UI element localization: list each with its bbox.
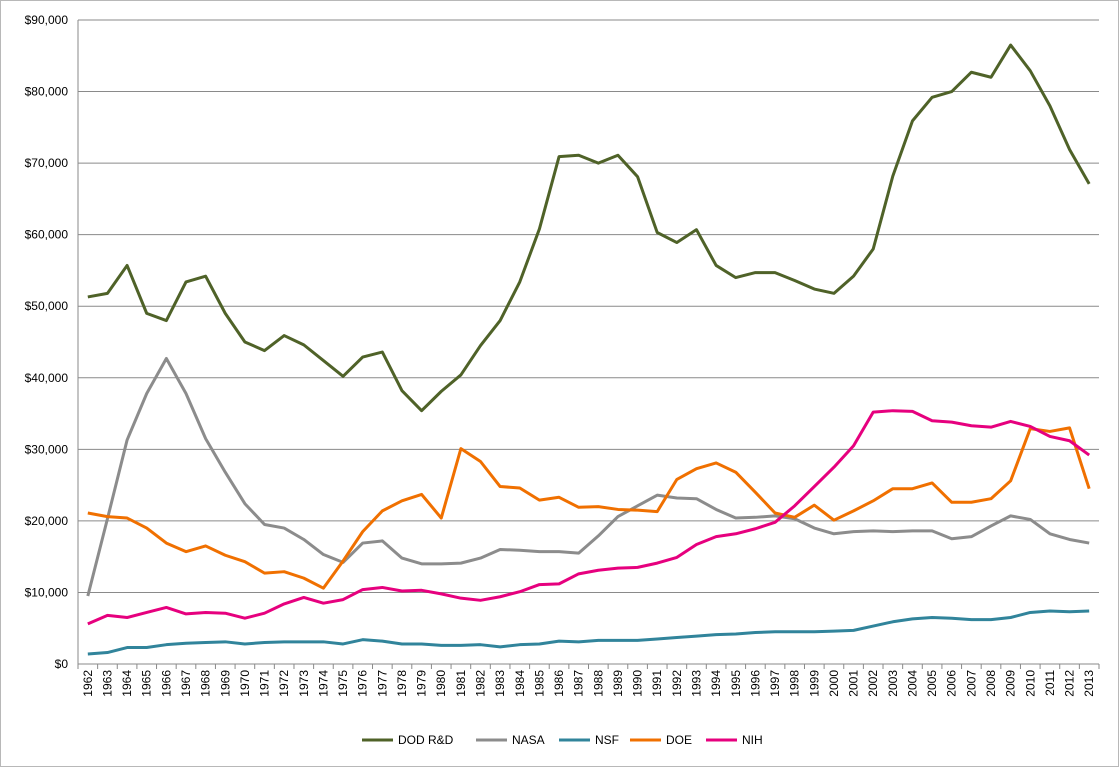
legend-label-nih: NIH <box>742 733 763 747</box>
x-tick-label: 1990 <box>631 670 645 697</box>
x-tick-label: 1980 <box>434 670 448 697</box>
x-tick-label: 1963 <box>100 670 114 697</box>
x-tick-label: 1973 <box>297 670 311 697</box>
x-tick-label: 1992 <box>670 670 684 697</box>
legend-label-dod-r-d: DOD R&D <box>398 733 454 747</box>
x-tick-label: 2001 <box>847 670 861 697</box>
y-tick-label: $70,000 <box>25 156 69 170</box>
y-tick-label: $90,000 <box>25 13 69 27</box>
x-tick-label: 1981 <box>454 670 468 697</box>
x-tick-label: 2006 <box>945 670 959 697</box>
x-tick-label: 1988 <box>591 670 605 697</box>
series-line-nih <box>87 409 1091 626</box>
x-tick-label: 1969 <box>218 670 232 697</box>
x-tick-label: 2003 <box>886 670 900 697</box>
legend-label-nsf: NSF <box>595 733 619 747</box>
x-tick-label: 1994 <box>709 670 723 697</box>
x-tick-label: 2005 <box>925 670 939 697</box>
x-tick-label: 2000 <box>827 670 841 697</box>
y-tick-label: $30,000 <box>25 442 69 456</box>
x-tick-label: 1966 <box>159 670 173 697</box>
x-axis <box>77 20 1100 669</box>
x-tick-label: 2011 <box>1043 670 1057 696</box>
x-tick-label: 1997 <box>768 670 782 697</box>
y-axis-tick-labels: $0 $10,000 $20,000 $30,000 $40,000 $50,000 $60… <box>25 13 69 671</box>
series-lines <box>86 43 1091 656</box>
x-tick-label: 1977 <box>375 670 389 697</box>
x-tick-label: 1968 <box>199 670 213 697</box>
x-tick-label: 1989 <box>611 670 625 697</box>
x-tick-label: 1999 <box>807 670 821 697</box>
x-tick-label: 1979 <box>415 670 429 697</box>
x-tick-label: 1962 <box>81 670 95 697</box>
legend-label-doe: DOE <box>666 733 692 747</box>
x-tick-label: 2007 <box>964 670 978 697</box>
y-tick-label: $50,000 <box>25 299 69 313</box>
y-tick-label: $60,000 <box>25 228 69 242</box>
x-tick-label: 1974 <box>316 670 330 697</box>
y-tick-label: $80,000 <box>25 85 69 99</box>
x-tick-label: 1978 <box>395 670 409 697</box>
x-tick-label: 1993 <box>689 670 703 697</box>
legend-label-nasa: NASA <box>512 733 545 747</box>
x-tick-label: 1985 <box>532 670 546 697</box>
x-tick-label: 2009 <box>1004 670 1018 697</box>
x-tick-label: 2012 <box>1063 670 1077 697</box>
series-line-nsf <box>87 609 1090 656</box>
legend: DOD R&D NASA NSF DOE NIH <box>362 733 763 747</box>
x-tick-label: 1965 <box>140 670 154 697</box>
x-tick-label: 1986 <box>552 670 566 697</box>
gridlines <box>78 19 1099 593</box>
x-tick-label: 1972 <box>277 670 291 697</box>
x-tick-label: 1996 <box>748 670 762 697</box>
y-tick-label: $10,000 <box>25 585 69 599</box>
series-line-dod-r-d <box>87 43 1091 413</box>
x-tick-label: 2008 <box>984 670 998 697</box>
x-tick-label: 1991 <box>650 670 664 697</box>
x-tick-label: 1983 <box>493 670 507 697</box>
x-tick-label: 1970 <box>238 670 252 697</box>
x-tick-label: 1975 <box>336 670 350 697</box>
series-line-nasa <box>86 356 1090 597</box>
x-tick-label: 1964 <box>120 670 134 697</box>
x-tick-label: 1995 <box>729 670 743 697</box>
x-tick-label: 1967 <box>179 670 193 697</box>
x-tick-label: 1971 <box>258 670 272 697</box>
x-tick-label: 2004 <box>905 670 919 697</box>
y-tick-label: $20,000 <box>25 514 69 528</box>
series-line-doe <box>87 426 1091 590</box>
x-tick-label: 1982 <box>474 670 488 697</box>
x-tick-label: 2010 <box>1023 670 1037 697</box>
y-tick-label: $40,000 <box>25 371 69 385</box>
x-tick-label: 1987 <box>572 670 586 697</box>
y-tick-label: $0 <box>55 657 69 671</box>
x-tick-label: 2013 <box>1082 670 1096 697</box>
x-tick-label: 1984 <box>513 670 527 697</box>
x-tick-label: 1976 <box>356 670 370 697</box>
x-tick-label: 1998 <box>788 670 802 697</box>
x-axis-tick-labels: 1962 1963 1964 1965 1966 1967 1968 1969 1970 1971… <box>81 670 1096 697</box>
x-tick-label: 2002 <box>866 670 880 697</box>
